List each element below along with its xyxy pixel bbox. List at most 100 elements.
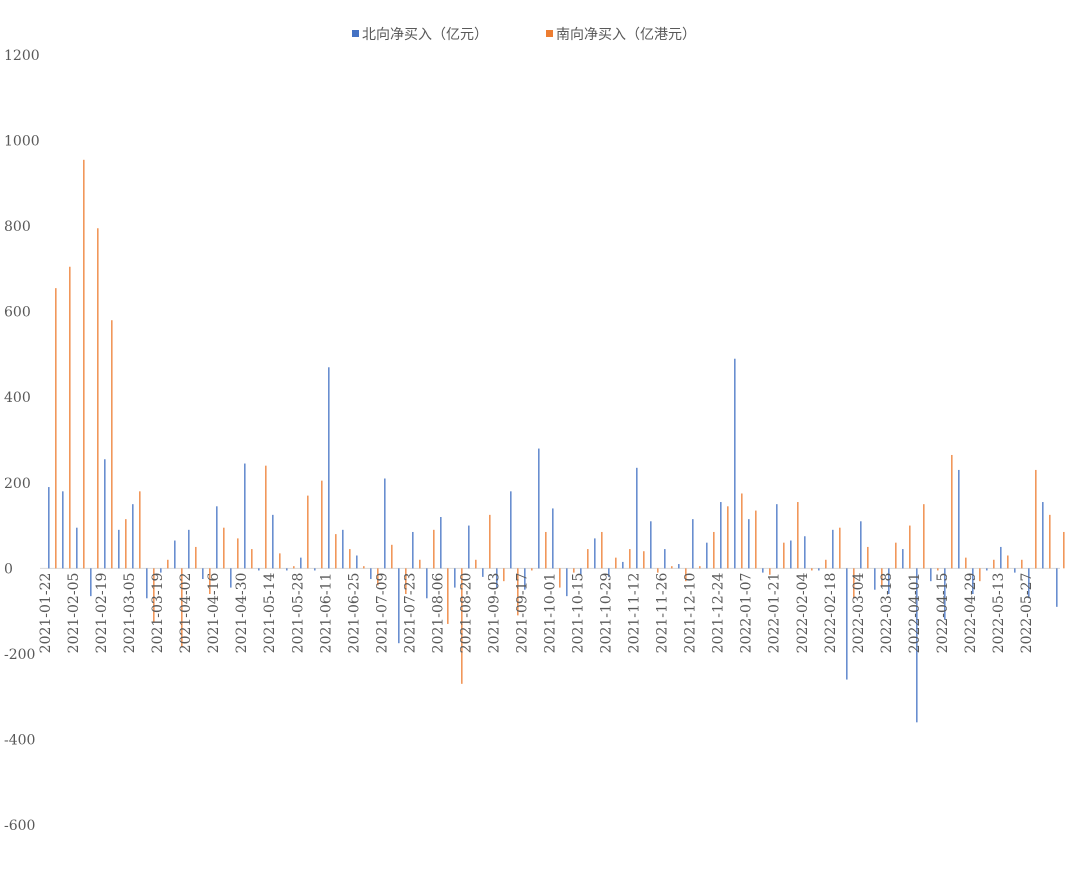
x-tick-label: 2022-04-29	[963, 573, 979, 654]
bar-north	[62, 491, 64, 569]
x-tick-label: 2021-10-15	[571, 573, 587, 654]
bar-north	[860, 521, 862, 569]
bar-south	[111, 320, 113, 569]
bar-north	[566, 568, 568, 597]
x-tick-label: 2021-06-11	[318, 573, 334, 654]
x-tick-label: 2021-04-30	[234, 573, 250, 654]
bar-south	[993, 559, 995, 569]
x-tick-label: 2021-05-14	[262, 573, 278, 654]
x-tick-label: 2021-03-19	[150, 573, 166, 654]
bar-north	[846, 568, 848, 680]
bar-north	[258, 568, 260, 571]
bar-north	[510, 491, 512, 569]
bar-south	[727, 506, 729, 569]
bar-south	[475, 559, 477, 569]
x-tick-label: 2022-03-18	[879, 573, 895, 654]
bar-south	[1035, 469, 1037, 569]
bar-south	[293, 566, 295, 569]
x-tick-label: 2021-07-23	[402, 573, 418, 654]
bar-north	[188, 529, 190, 569]
x-tick-label: 2022-05-27	[1019, 573, 1035, 654]
x-tick-label: 2021-11-26	[655, 573, 671, 654]
bar-south	[601, 531, 603, 569]
y-axis: 1200 1000 800 600 400 200 0 -200 -400 -600	[4, 48, 40, 834]
y-tick-label: 400	[4, 390, 31, 406]
bar-south	[265, 465, 267, 569]
x-tick-label: 2022-02-04	[795, 573, 811, 654]
bar-south	[447, 568, 449, 624]
bar-north	[76, 527, 78, 569]
bar-south	[923, 504, 925, 569]
bar-north	[48, 487, 50, 569]
y-tick-label: 200	[4, 476, 31, 492]
x-tick-label: 2021-11-12	[627, 573, 643, 654]
bar-south	[97, 228, 99, 569]
bar-south	[615, 557, 617, 569]
bar-north	[230, 568, 232, 588]
bar-south	[237, 538, 239, 569]
bar-south	[545, 531, 547, 569]
bar-north	[1028, 568, 1030, 599]
bar-south	[321, 480, 323, 569]
bar-south	[839, 527, 841, 569]
x-tick-label: 2021-10-29	[599, 573, 615, 654]
bar-north	[986, 568, 988, 571]
bar-north	[594, 538, 596, 569]
legend-item-south: 南向净买入（亿港元）	[546, 27, 696, 43]
bar-north	[776, 504, 778, 569]
legend-swatch-south	[546, 30, 553, 37]
bar-north	[664, 549, 666, 569]
bar-north	[944, 568, 946, 620]
bar-north	[608, 568, 610, 577]
bar-north	[426, 568, 428, 599]
bar-south	[209, 568, 211, 594]
bar-north	[804, 536, 806, 569]
bar-south	[951, 454, 953, 569]
bar-south	[867, 546, 869, 569]
bar-south	[55, 288, 57, 569]
bar-north	[202, 568, 204, 580]
y-tick-label: 1200	[4, 48, 40, 64]
x-tick-label: 2021-10-01	[543, 573, 559, 654]
bar-south	[979, 568, 981, 582]
bar-south	[223, 527, 225, 569]
bar-north	[902, 549, 904, 569]
bar-south	[279, 553, 281, 569]
bar-north	[790, 540, 792, 569]
bar-south	[167, 559, 169, 569]
y-tick-label: -400	[4, 732, 35, 748]
legend-item-north: 北向净买入（亿元）	[352, 27, 488, 43]
bar-north	[636, 467, 638, 569]
bars	[48, 159, 1065, 723]
bar-south	[377, 568, 379, 586]
bar-south	[335, 534, 337, 569]
x-tick-label: 2022-03-04	[851, 573, 867, 654]
bar-north	[762, 568, 764, 573]
bar-north	[1000, 546, 1002, 569]
bar-south	[559, 568, 561, 588]
y-tick-label: 600	[4, 305, 31, 321]
bar-north	[552, 508, 554, 569]
x-tick-label: 2021-03-05	[122, 573, 138, 654]
y-tick-label: 800	[4, 219, 31, 235]
bar-south	[1063, 531, 1065, 569]
bar-north	[146, 568, 148, 599]
bar-south	[1007, 555, 1009, 569]
bar-north	[650, 521, 652, 569]
bar-north	[524, 568, 526, 590]
bar-south	[83, 159, 85, 569]
x-tick-label: 2021-08-06	[430, 573, 446, 654]
bar-south	[909, 525, 911, 569]
bar-north	[272, 514, 274, 569]
bar-north	[1014, 568, 1016, 573]
bar-south	[769, 568, 771, 575]
x-tick-label: 2022-01-21	[767, 573, 783, 654]
x-tick-label: 2021-08-20	[458, 573, 474, 654]
x-tick-label: 2021-09-03	[486, 573, 502, 654]
bar-north	[90, 568, 92, 597]
bar-south	[1049, 514, 1051, 569]
bar-south	[195, 546, 197, 569]
bar-south	[937, 568, 939, 571]
bar-south	[391, 544, 393, 569]
